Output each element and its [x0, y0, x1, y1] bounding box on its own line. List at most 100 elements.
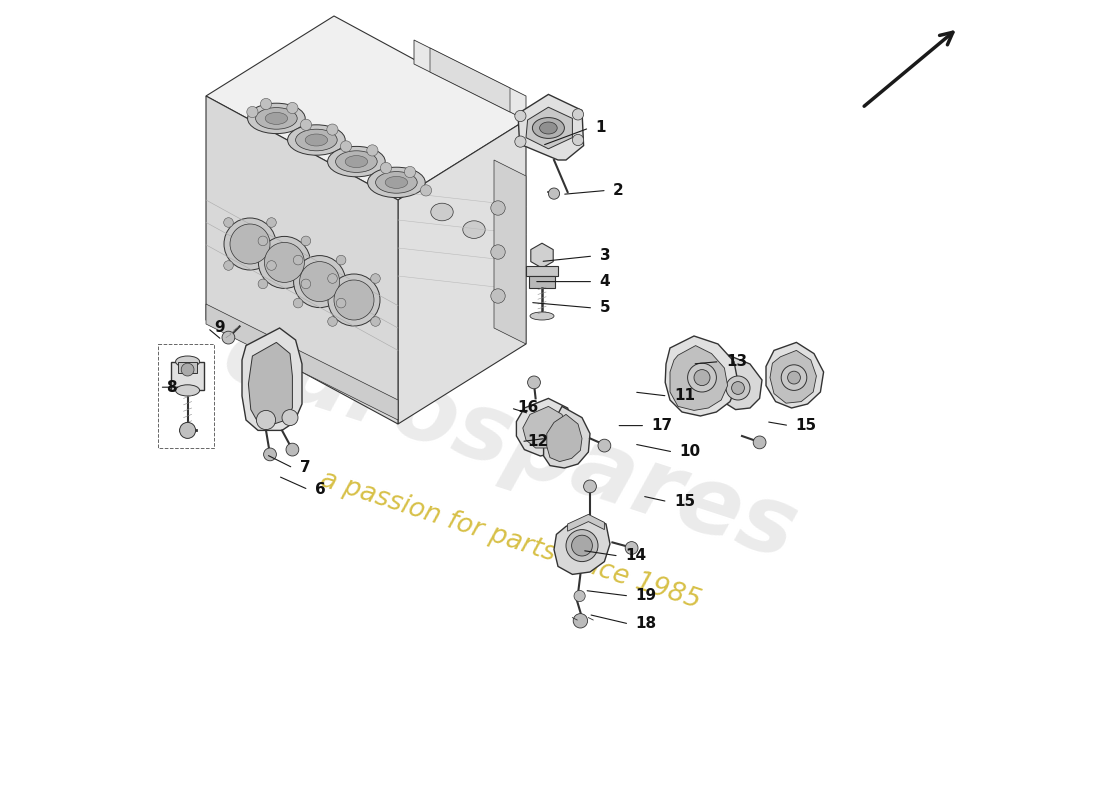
Circle shape	[294, 298, 302, 308]
Ellipse shape	[248, 103, 305, 134]
Circle shape	[420, 185, 431, 196]
Ellipse shape	[375, 172, 417, 193]
Circle shape	[264, 448, 276, 461]
Text: 18: 18	[636, 617, 657, 631]
Ellipse shape	[305, 134, 328, 146]
Text: 3: 3	[600, 249, 610, 263]
Ellipse shape	[176, 356, 199, 367]
Circle shape	[294, 255, 302, 265]
Ellipse shape	[258, 237, 310, 288]
Text: 14: 14	[625, 549, 647, 563]
Circle shape	[515, 110, 526, 122]
Text: 10: 10	[680, 445, 701, 459]
Ellipse shape	[328, 146, 385, 177]
Circle shape	[528, 376, 540, 389]
Text: 6: 6	[315, 482, 326, 497]
Ellipse shape	[431, 203, 453, 221]
Circle shape	[598, 439, 611, 452]
Polygon shape	[766, 342, 824, 408]
Polygon shape	[178, 362, 197, 373]
Polygon shape	[670, 346, 727, 410]
Polygon shape	[242, 328, 302, 430]
Text: 9: 9	[214, 321, 224, 335]
Ellipse shape	[296, 130, 338, 150]
Polygon shape	[170, 362, 205, 390]
Circle shape	[258, 236, 267, 246]
Polygon shape	[547, 414, 582, 462]
Text: 5: 5	[600, 301, 610, 315]
Circle shape	[625, 542, 638, 554]
Polygon shape	[518, 94, 584, 160]
Circle shape	[688, 363, 716, 392]
Circle shape	[574, 590, 585, 602]
Ellipse shape	[367, 167, 426, 198]
Text: 15: 15	[674, 494, 695, 509]
Ellipse shape	[572, 535, 593, 556]
Text: 13: 13	[726, 354, 747, 369]
Ellipse shape	[294, 256, 345, 308]
Ellipse shape	[265, 112, 287, 124]
Circle shape	[282, 410, 298, 426]
Ellipse shape	[495, 239, 517, 257]
Circle shape	[328, 317, 338, 326]
Circle shape	[223, 218, 233, 227]
Ellipse shape	[540, 122, 558, 134]
Ellipse shape	[385, 176, 408, 188]
Circle shape	[573, 614, 587, 628]
Circle shape	[371, 317, 381, 326]
Circle shape	[246, 106, 258, 118]
Text: 17: 17	[651, 418, 673, 433]
Circle shape	[371, 274, 381, 283]
Ellipse shape	[299, 262, 340, 302]
Ellipse shape	[532, 118, 564, 138]
Circle shape	[301, 279, 310, 289]
Text: 19: 19	[636, 589, 657, 603]
Polygon shape	[554, 516, 610, 574]
Ellipse shape	[176, 385, 199, 396]
Ellipse shape	[345, 155, 367, 167]
Ellipse shape	[224, 218, 276, 270]
Circle shape	[572, 134, 584, 146]
Circle shape	[732, 382, 745, 394]
Polygon shape	[543, 406, 590, 468]
Circle shape	[258, 279, 267, 289]
Text: eurospares: eurospares	[211, 308, 808, 580]
Circle shape	[549, 188, 560, 199]
Circle shape	[726, 376, 750, 400]
Polygon shape	[206, 304, 398, 420]
Circle shape	[584, 480, 596, 493]
Circle shape	[491, 289, 505, 303]
Circle shape	[266, 218, 276, 227]
Text: 15: 15	[795, 418, 816, 433]
Text: 8: 8	[166, 380, 177, 394]
Ellipse shape	[230, 224, 270, 264]
Text: 16: 16	[517, 401, 538, 415]
Circle shape	[261, 98, 272, 110]
Circle shape	[256, 410, 276, 430]
Circle shape	[694, 370, 710, 386]
Text: 2: 2	[613, 183, 624, 198]
Text: 1: 1	[595, 121, 606, 135]
Circle shape	[515, 136, 526, 147]
Circle shape	[286, 443, 299, 456]
Polygon shape	[526, 266, 558, 276]
Ellipse shape	[334, 280, 374, 320]
Circle shape	[182, 363, 194, 376]
Circle shape	[222, 331, 234, 344]
Text: a passion for parts since 1985: a passion for parts since 1985	[317, 466, 704, 614]
Polygon shape	[666, 336, 738, 416]
Polygon shape	[529, 276, 554, 288]
Polygon shape	[522, 406, 566, 448]
Circle shape	[491, 201, 505, 215]
Circle shape	[405, 166, 416, 178]
Circle shape	[366, 145, 378, 156]
Ellipse shape	[255, 108, 297, 129]
Circle shape	[287, 102, 298, 114]
Text: 12: 12	[528, 434, 549, 449]
Text: 4: 4	[600, 274, 610, 289]
Polygon shape	[494, 160, 526, 344]
Circle shape	[327, 124, 338, 135]
Polygon shape	[249, 342, 293, 424]
Text: 7: 7	[299, 461, 310, 475]
Ellipse shape	[530, 312, 554, 320]
